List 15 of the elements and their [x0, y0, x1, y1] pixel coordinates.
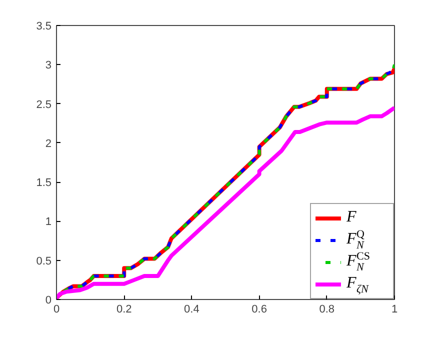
y-tick-label: 1.5: [36, 177, 52, 190]
y-tick-label: 1: [45, 216, 52, 228]
y-tick-label: 2: [45, 138, 52, 150]
y-tick-label: 0.5: [36, 255, 52, 268]
x-tick-label: 0.2: [116, 304, 132, 316]
x-tick-label: 0.8: [319, 304, 335, 316]
legend-label: F: [346, 208, 356, 226]
y-tick-label: 3: [45, 60, 52, 72]
y-tick-label: 0: [45, 294, 52, 306]
x-tick-label: 0: [53, 304, 60, 316]
x-tick-label: 0.6: [252, 304, 267, 316]
y-tick-label: 3.5: [36, 20, 52, 32]
x-tick-label: 1: [391, 304, 398, 316]
x-tick-label: 0.4: [184, 304, 200, 316]
y-tick-label: 2.5: [36, 98, 52, 111]
